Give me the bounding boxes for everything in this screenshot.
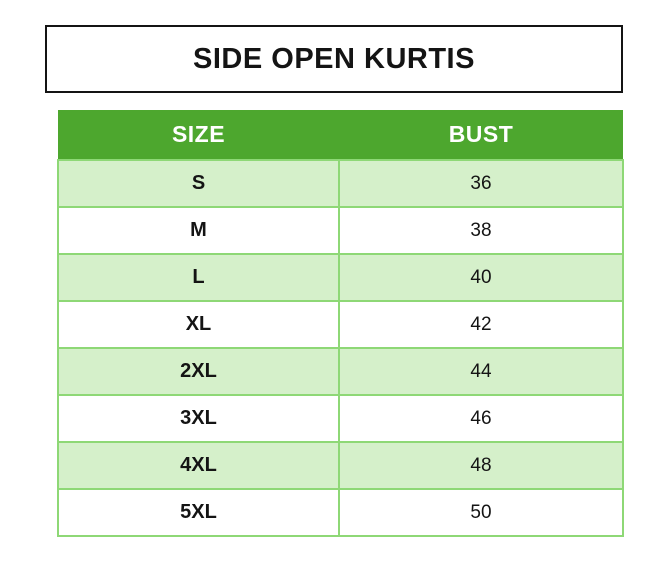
table-row: L 40 <box>57 253 624 302</box>
table-row: 3XL 46 <box>57 394 624 443</box>
size-chart-header: SIZE BUST <box>58 110 623 160</box>
bust-cell: 50 <box>338 488 624 537</box>
title-box: SIDE OPEN KURTIS <box>45 25 623 93</box>
size-cell: 2XL <box>57 347 340 396</box>
size-cell: M <box>57 206 340 255</box>
table-row: 4XL 48 <box>57 441 624 490</box>
size-cell: L <box>57 253 340 302</box>
size-cell: 3XL <box>57 394 340 443</box>
bust-cell: 36 <box>338 159 624 208</box>
table-row: S 36 <box>57 159 624 208</box>
column-header-size: SIZE <box>58 110 339 160</box>
table-row: 5XL 50 <box>57 488 624 537</box>
page-title: SIDE OPEN KURTIS <box>193 42 475 75</box>
size-chart-body: S 36 M 38 L 40 XL 42 2XL 44 3XL 46 4XL 48 5XL 50 <box>57 159 624 537</box>
bust-cell: 46 <box>338 394 624 443</box>
bust-cell: 42 <box>338 300 624 349</box>
size-cell: S <box>57 159 340 208</box>
size-cell: XL <box>57 300 340 349</box>
bust-cell: 38 <box>338 206 624 255</box>
bust-cell: 40 <box>338 253 624 302</box>
size-cell: 4XL <box>57 441 340 490</box>
bust-cell: 48 <box>338 441 624 490</box>
table-row: XL 42 <box>57 300 624 349</box>
bust-cell: 44 <box>338 347 624 396</box>
size-cell: 5XL <box>57 488 340 537</box>
size-chart-table: SIZE BUST S 36 M 38 L 40 XL 42 2XL 44 3XL 46 4XL 48 5X… <box>57 110 624 537</box>
column-header-bust: BUST <box>339 110 623 160</box>
table-row: 2XL 44 <box>57 347 624 396</box>
table-row: M 38 <box>57 206 624 255</box>
header-row: SIZE BUST <box>58 110 623 160</box>
